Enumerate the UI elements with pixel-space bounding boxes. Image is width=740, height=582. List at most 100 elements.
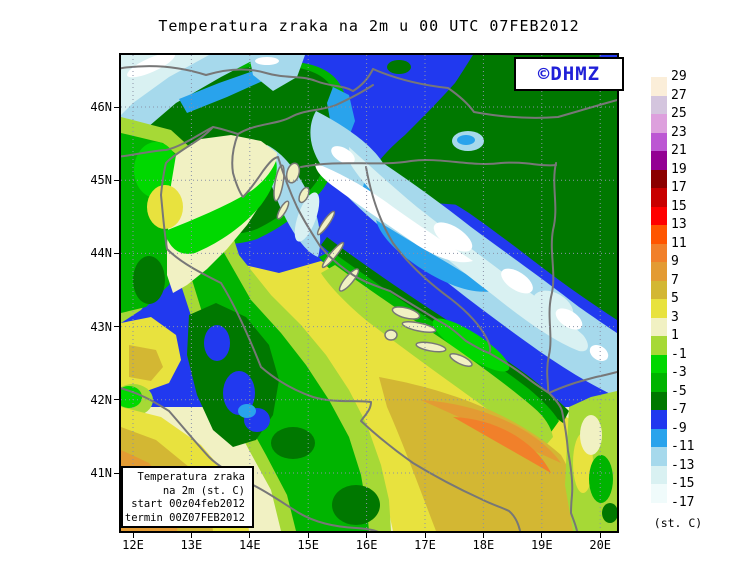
lon-tick	[599, 533, 601, 538]
border-sava	[300, 159, 557, 168]
lat-label: 41N	[90, 466, 112, 480]
region-skyblue-lower-strip	[376, 220, 493, 292]
region-dg-spot	[445, 101, 473, 119]
colorbar-block	[651, 77, 667, 96]
colorbar-label: 13	[671, 217, 687, 232]
colorbar-block	[651, 151, 667, 170]
lon-tick	[249, 533, 251, 538]
colorbar-label: 19	[671, 161, 687, 177]
lon-label: 18E	[472, 538, 495, 552]
colorbar-block	[651, 188, 667, 207]
border-croatia-bosnia	[365, 166, 492, 354]
region-dg-spot	[487, 58, 511, 72]
region-dalmatia-yellowgreen-strip	[321, 265, 553, 451]
border-hungary	[372, 68, 617, 119]
lat-tick	[114, 106, 119, 108]
region-east-dark-green	[371, 55, 617, 320]
colorbar-block	[651, 428, 667, 447]
region-topcenter-white	[255, 57, 279, 65]
region-west-italy-gold	[129, 345, 163, 381]
info-line-2: na 2m (st. C)	[162, 484, 245, 497]
colorbar-block	[651, 354, 667, 373]
lat-tick	[114, 179, 119, 181]
border-slovenia-croatia	[237, 84, 374, 135]
colorbar-label: -13	[671, 457, 695, 473]
border-bosnia-serbia-montenegro	[546, 162, 557, 393]
colorbar-block	[651, 317, 667, 336]
colorbar-label: 25	[671, 106, 687, 121]
region-apennine-cyan-spot	[238, 404, 256, 418]
region-south-apennine-darkgreen	[271, 427, 315, 459]
lon-tick	[307, 533, 309, 538]
colorbar-block	[651, 484, 667, 503]
colorbar-label: 21	[671, 143, 687, 158]
temperature-colorbar	[651, 77, 667, 503]
colorbar-block	[651, 280, 667, 299]
region-corner-white	[127, 55, 175, 78]
region-calabria-darkgreen	[332, 485, 380, 525]
region-white-spot	[331, 146, 355, 164]
lat-tick	[114, 252, 119, 254]
region-po-brightgreen-fringe	[165, 161, 277, 254]
colorbar-label: -7	[671, 402, 687, 417]
lat-tick	[114, 399, 119, 401]
colorbar-label: -3	[671, 365, 687, 380]
lon-tick	[482, 533, 484, 538]
colorbar-label: 3	[671, 309, 679, 325]
info-line-4: termin 00Z07FEB2012	[124, 511, 245, 524]
graticule	[121, 55, 617, 531]
lon-tick	[541, 533, 543, 538]
region-velebit-palecyan	[294, 192, 320, 242]
region-po-brightgreen	[134, 142, 178, 198]
region-corner-skyblue	[179, 69, 267, 113]
country-borders	[121, 65, 617, 394]
info-line-3: start 00z04feb2012	[131, 498, 245, 510]
lon-tick	[366, 533, 368, 538]
border-alps	[121, 65, 374, 92]
region-albania-green	[589, 455, 613, 503]
info-line-1: Temperatura zraka	[137, 471, 245, 483]
region-south-sea-orange-core	[453, 417, 551, 473]
region-albania-pale	[580, 415, 602, 455]
colorbar-label: 27	[671, 87, 687, 103]
region-white-spot	[501, 268, 533, 294]
colorbar-label: 29	[671, 69, 687, 84]
colorbar-block	[651, 95, 667, 114]
lon-label: 16E	[355, 538, 378, 552]
lat-tick	[114, 326, 119, 328]
lat-tick	[114, 472, 119, 474]
colorbar-label: 11	[671, 235, 687, 251]
lat-label: 46N	[90, 100, 112, 114]
colorbar-label: 1	[671, 328, 679, 343]
dhmz-watermark-text: ©DHMZ	[537, 63, 601, 85]
colorbar-label: 5	[671, 291, 679, 306]
region-albania-darkgreen	[602, 503, 617, 523]
colorbar-label: 9	[671, 254, 679, 269]
lon-label: 12E	[122, 538, 144, 552]
coast-east-adriatic	[212, 126, 579, 531]
colorbar-label: 7	[671, 272, 679, 288]
colorbar-block	[651, 410, 667, 429]
colorbar-block	[651, 373, 667, 392]
temperature-map-canvas	[121, 55, 617, 531]
lon-label: 14E	[238, 538, 261, 552]
colorbar-label: -9	[671, 420, 687, 436]
colorbar-unit: (st. C)	[653, 516, 703, 530]
colorbar-block	[651, 132, 667, 151]
colorbar-label: 15	[671, 198, 687, 214]
colorbar-block	[651, 262, 667, 281]
lat-label: 45N	[90, 173, 112, 188]
colorbar-label: 17	[671, 180, 687, 195]
lon-tick	[132, 533, 134, 538]
run-info-box: Temperatura zraka na 2m (st. C) start 00…	[121, 466, 254, 528]
region-apennine-blue-spot	[204, 325, 230, 361]
lon-label: 13E	[180, 538, 203, 552]
colorbar-label: 23	[671, 124, 687, 140]
lon-tick	[424, 533, 426, 538]
region-ridge-white-band	[315, 163, 473, 263]
colorbar-block	[651, 465, 667, 484]
colorbar-block	[651, 225, 667, 244]
lat-label: 44N	[90, 246, 112, 261]
page-title: Temperatura zraka na 2m u 00 UTC 07FEB20…	[158, 17, 580, 35]
